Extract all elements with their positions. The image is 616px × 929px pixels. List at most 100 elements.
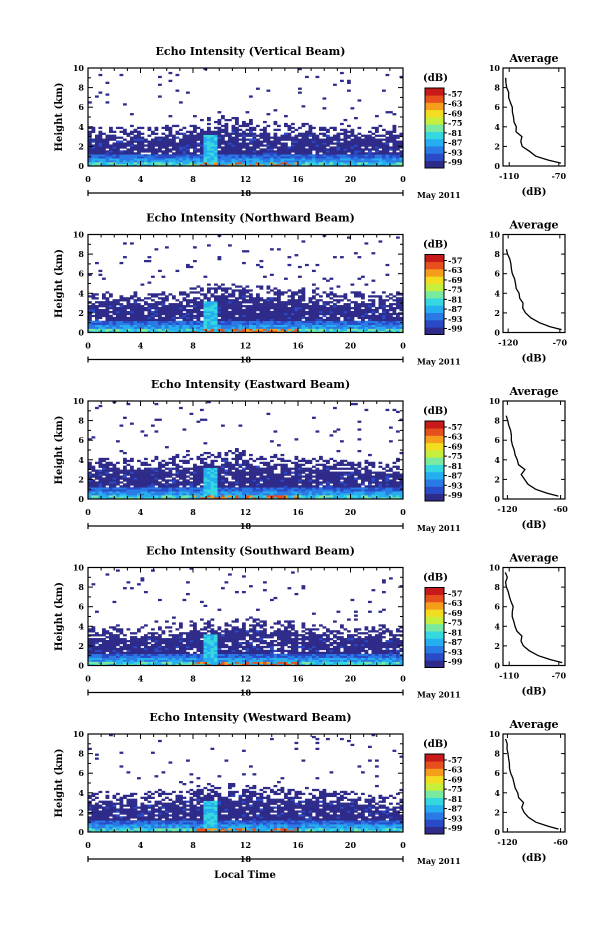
profile-y-tick-label: 10 (489, 63, 501, 73)
panel-title: Echo Intensity (Eastward Beam) (151, 378, 350, 391)
colorbar-segment (425, 442, 444, 451)
colorbar-segment (425, 819, 444, 828)
panel-title: Echo Intensity (Northward Beam) (146, 212, 355, 225)
month-label: May 2011 (417, 523, 461, 533)
colorbar-segment (425, 587, 444, 596)
x-tick-label: 0 (85, 674, 91, 684)
colorbar-segment (425, 146, 444, 154)
colorbar: -57-63-69-75-81-87-93-99 (424, 587, 463, 668)
profile-x-label: (dB) (522, 354, 547, 365)
profile-y-tick-label: 2 (494, 641, 500, 651)
y-tick-label: 0 (78, 161, 84, 171)
colorbar-segment (425, 88, 444, 96)
x-tick-label: 12 (240, 674, 251, 684)
profile-line (505, 77, 562, 164)
x-tick-label: 0 (85, 840, 91, 850)
colorbar-tick-label: -63 (448, 598, 463, 608)
profile-x-tick-label: -60 (553, 504, 568, 514)
y-tick-label: 2 (78, 308, 84, 318)
profile-panel: Average 0 2 4 6 8 10 -120 -60 (dB) (489, 718, 568, 864)
x-tick-label: 16 (292, 341, 304, 351)
profile-y-tick-label: 8 (494, 83, 500, 93)
y-tick-label: 4 (78, 455, 84, 465)
profile-y-tick-label: 2 (494, 308, 500, 318)
x-tick-label: 20 (345, 341, 357, 351)
profile-x-tick-label: -110 (499, 671, 519, 681)
colorbar-segment (425, 660, 444, 668)
y-tick-label: 10 (73, 563, 85, 573)
colorbar-tick-label: -57 (448, 589, 462, 599)
x-tick-label: 12 (240, 507, 251, 517)
date-label: 18 (240, 521, 252, 531)
profile-line (505, 415, 559, 497)
y-tick-label: 10 (73, 729, 85, 739)
y-tick-label: 0 (78, 328, 84, 338)
colorbar-segment (425, 804, 444, 813)
profile-y-tick-label: 0 (494, 328, 500, 338)
profile-x-tick-label: -70 (553, 338, 568, 348)
profile-x-tick-label: -120 (498, 338, 518, 348)
colorbar-tick-label: -75 (448, 784, 462, 794)
colorbar-segment (425, 117, 444, 125)
profile-x-label: (dB) (522, 853, 547, 864)
month-label: May 2011 (417, 690, 461, 700)
y-tick-label: 6 (78, 768, 84, 778)
colorbar-segment (425, 486, 444, 495)
profile-frame (502, 400, 566, 500)
panel-1: Echo Intensity (Vertical Beam)0 4 8 12 16 20 0… (54, 45, 566, 200)
colorbar-tick-label: -69 (448, 774, 463, 784)
colorbar-tick-label: -69 (448, 108, 463, 118)
profile-x-tick-label: -120 (497, 504, 517, 514)
colorbar-tick-label: -63 (448, 765, 463, 775)
profile-y-tick-label: 4 (494, 788, 500, 798)
profile-y-tick-label: 0 (494, 661, 500, 671)
profile-x-label: (dB) (522, 187, 547, 198)
y-tick-label: 8 (78, 249, 84, 259)
panel-2: Echo Intensity (Northward Beam)0 4 8 12 16 20… (54, 212, 567, 367)
y-tick-label: 10 (73, 396, 85, 406)
y-tick-label: 8 (78, 83, 84, 93)
colorbar-tick-label: -63 (448, 99, 463, 109)
colorbar-tick-label: -81 (448, 294, 462, 304)
colorbar-tick-label: -99 (448, 324, 463, 334)
y-tick-label: 10 (73, 230, 85, 240)
profile-line (504, 738, 559, 830)
colorbar-segment (425, 435, 444, 444)
x-tick-label: 16 (292, 840, 304, 850)
colorbar: -57-63-69-75-81-87-93-99 (424, 420, 463, 502)
profile-x-tick-label: -70 (552, 671, 567, 681)
panel-title: Echo Intensity (Westward Beam) (149, 711, 351, 724)
colorbar-tick-label: -99 (448, 157, 463, 167)
colorbar-tick-label: -81 (448, 128, 462, 138)
colorbar-segment (425, 761, 444, 769)
panel-title: Echo Intensity (Vertical Beam) (155, 45, 345, 58)
x-tick-label: 0 (400, 674, 406, 684)
colorbar-tick-label: -99 (448, 657, 463, 667)
x-tick-label: 12 (240, 174, 251, 184)
y-tick-label: 8 (78, 749, 84, 759)
colorbar-segment (425, 124, 444, 132)
colorbar-segment (425, 298, 444, 306)
profile-y-tick-label: 10 (489, 396, 501, 406)
date-label: 18 (240, 355, 252, 365)
month-label: May 2011 (417, 357, 461, 367)
y-axis-label: Height (km) (54, 249, 65, 318)
profile-title: Average (508, 52, 558, 65)
colorbar-segment (425, 493, 444, 502)
x-tick-label: 0 (400, 840, 406, 850)
colorbar-tick-label: -87 (448, 471, 462, 481)
profile-y-tick-label: 6 (494, 602, 500, 612)
colorbar-tick-label: -69 (448, 441, 463, 451)
colorbar-tick-label: -93 (448, 147, 463, 157)
y-tick-label: 6 (78, 269, 84, 279)
panel-title: Echo Intensity (Southward Beam) (146, 545, 355, 558)
colorbar-tick-label: -81 (448, 794, 462, 804)
colorbar-segment (425, 797, 444, 806)
month-label: May 2011 (417, 856, 461, 866)
colorbar-tick-label: -99 (448, 490, 463, 500)
colorbar-unit: (dB) (423, 240, 448, 251)
y-tick-label: 2 (78, 474, 84, 484)
x-tick-label: 8 (190, 840, 196, 850)
colorbar-segment (425, 826, 444, 835)
x-tick-label: 8 (190, 341, 196, 351)
